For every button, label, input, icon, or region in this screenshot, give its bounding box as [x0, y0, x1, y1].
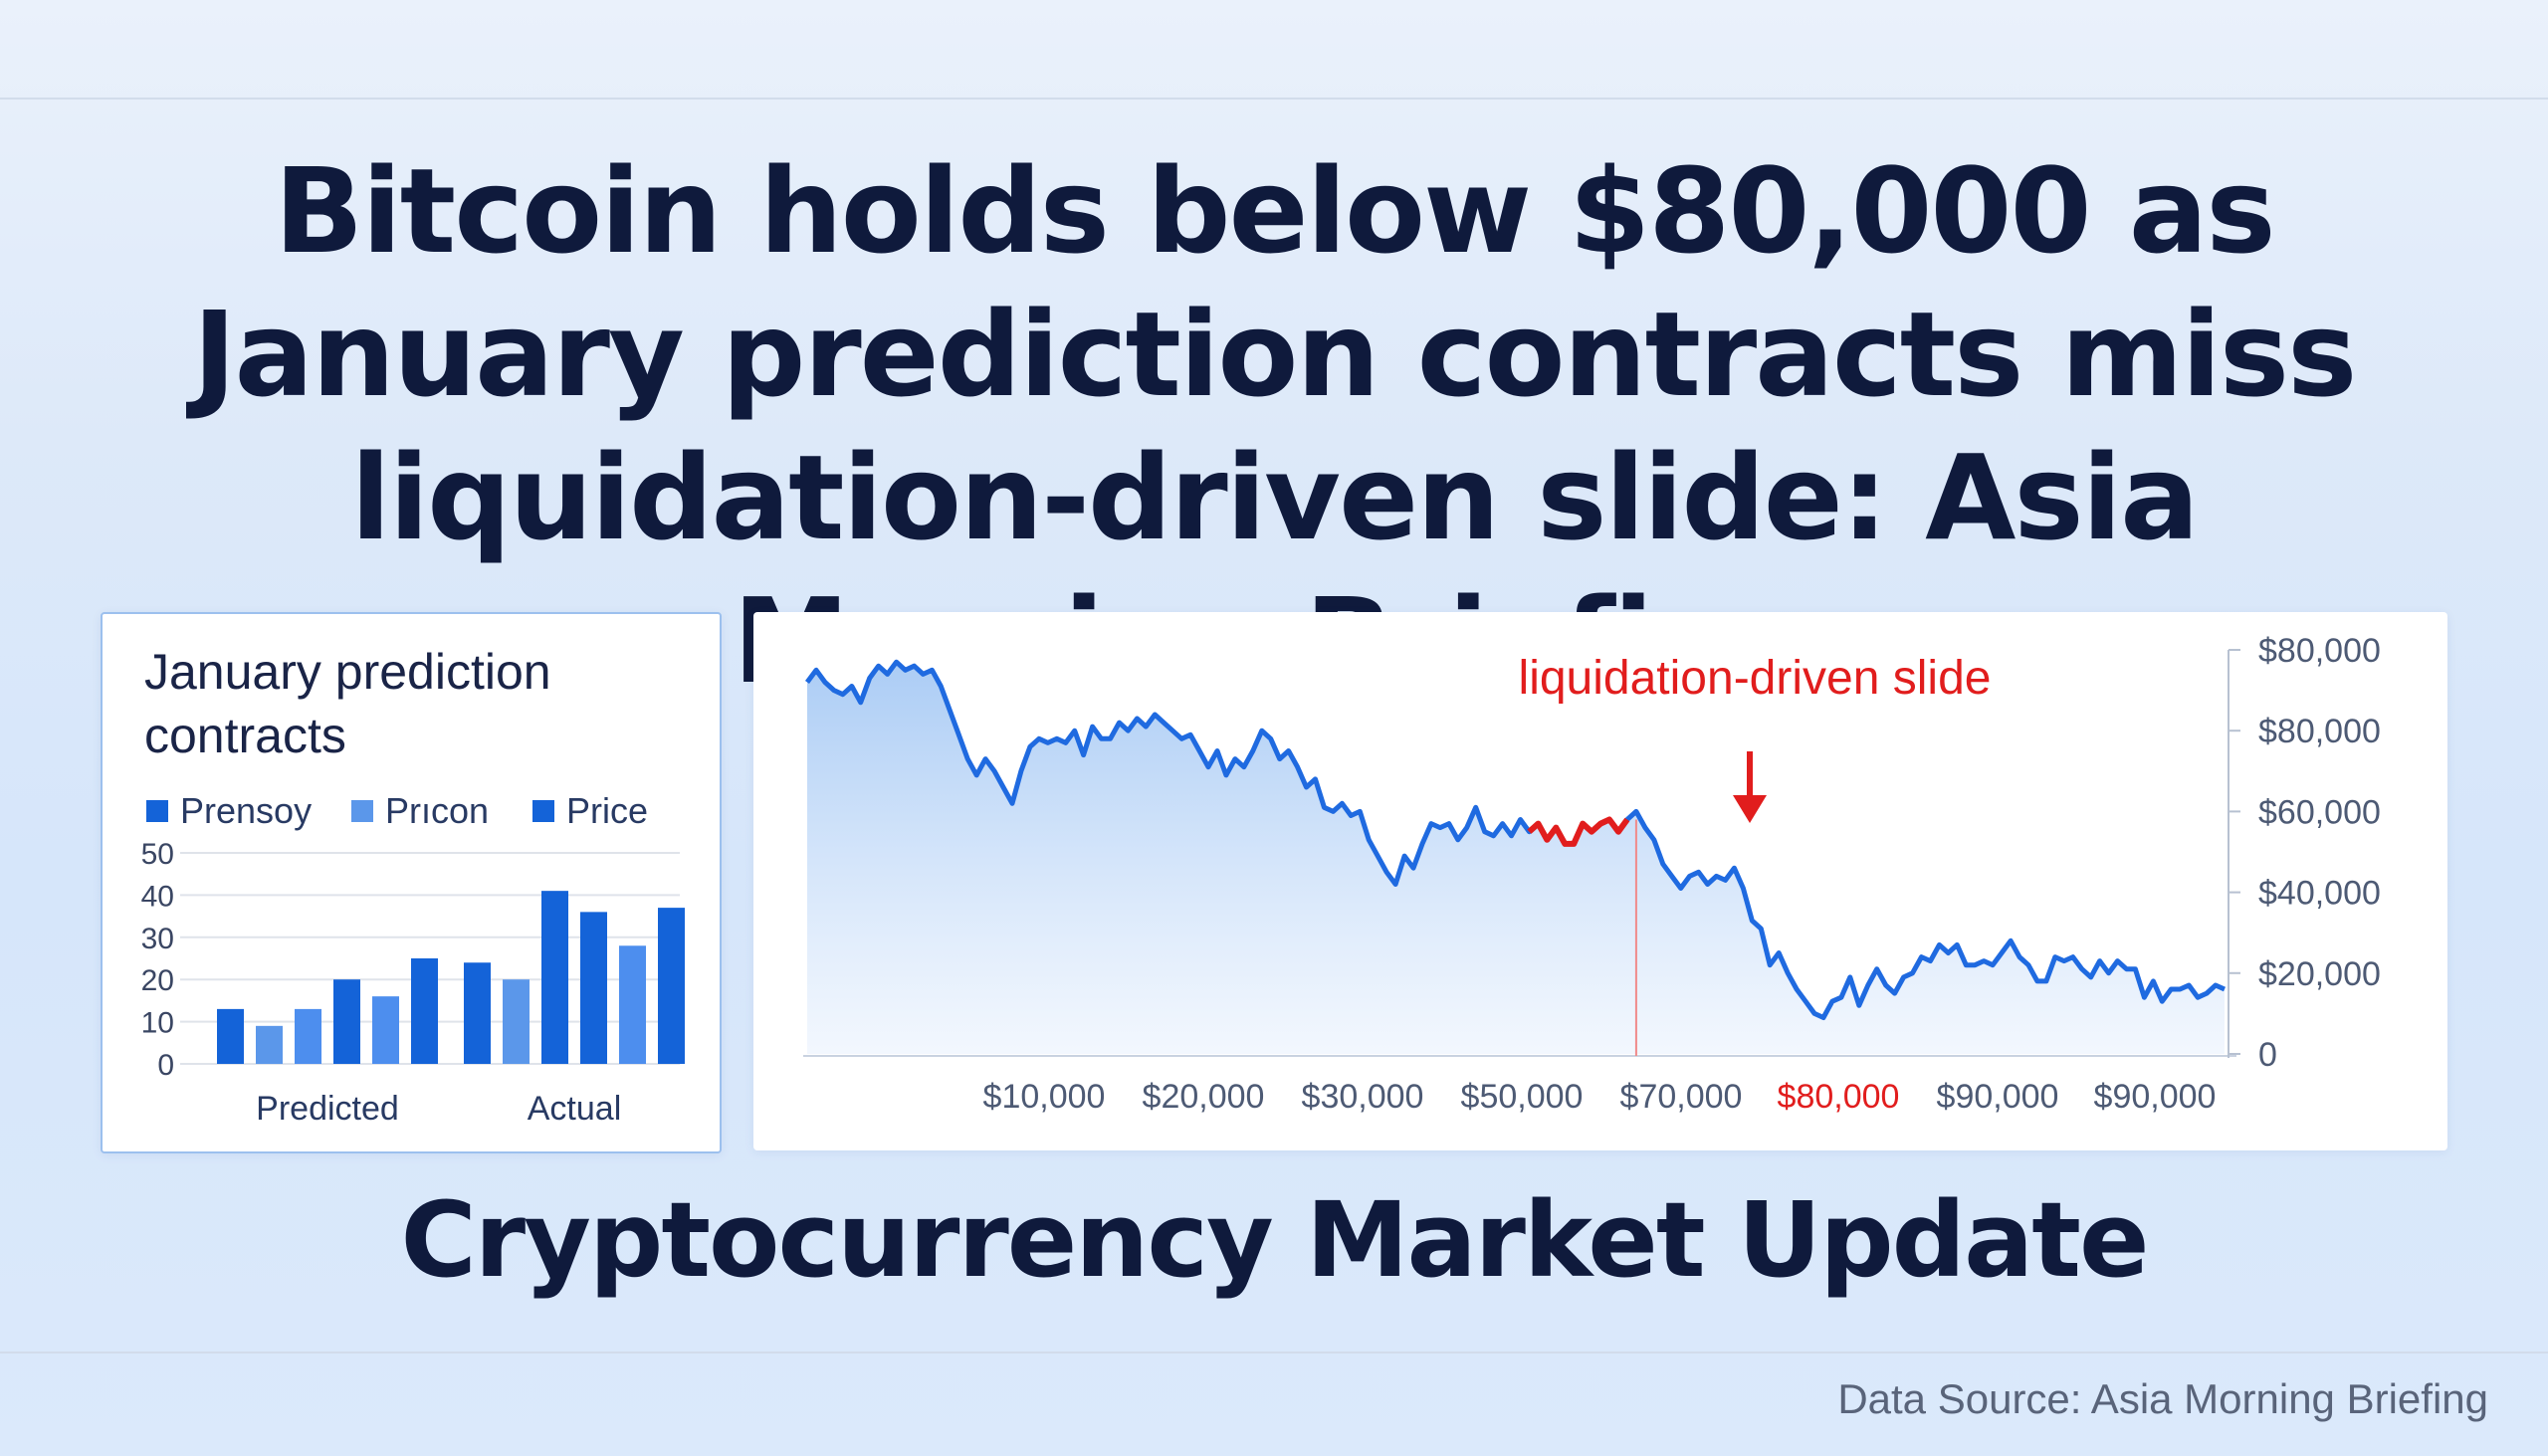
y-tick-label: $80,000 — [2258, 713, 2381, 750]
x-tick-label: $10,000 — [983, 1078, 1106, 1116]
bottom-divider — [0, 1352, 2548, 1353]
y-tick-label: 20 — [141, 964, 174, 997]
bar — [619, 945, 646, 1064]
x-tick-label: $90,000 — [1937, 1078, 2059, 1116]
bar — [372, 996, 399, 1064]
bar-chart-card: January prediction contracts Prensoy Prı… — [101, 612, 722, 1153]
legend-swatch-icon — [351, 800, 373, 822]
y-tick-label: $80,000 — [2258, 632, 2381, 670]
bar — [411, 958, 438, 1064]
legend-swatch-icon — [146, 800, 168, 822]
line-chart-card: liquidation-driven slide $80,000 $80,000 $6… — [753, 612, 2447, 1150]
bar-chart-title: January prediction contracts — [144, 644, 551, 763]
line-chart: liquidation-driven slide $80,000 $80,000 $6… — [803, 632, 2381, 1116]
headline: Bitcoin holds below $80,000 as January p… — [192, 142, 2358, 710]
y-tick-label: 30 — [141, 923, 174, 955]
x-tick-label: $90,000 — [2094, 1078, 2217, 1116]
y-tick-label: $40,000 — [2258, 875, 2381, 913]
bar — [256, 1025, 283, 1064]
y-tick-label: $60,000 — [2258, 793, 2381, 831]
x-tick-label: $30,000 — [1302, 1078, 1424, 1116]
bar — [217, 1008, 244, 1064]
bar — [464, 962, 491, 1064]
slide-segment — [1527, 816, 1630, 847]
x-tick-label: $70,000 — [1620, 1078, 1743, 1116]
arrow-down-icon — [1733, 795, 1767, 823]
bar — [503, 979, 530, 1064]
y-tick-label: 10 — [141, 1007, 174, 1040]
bar — [295, 1008, 321, 1064]
data-source-note: Data Source: Asia Morning Briefing — [1837, 1375, 2488, 1422]
subtitle: Cryptocurrency Market Update — [400, 1179, 2149, 1301]
top-divider — [0, 98, 2548, 100]
x-tick-label: $80,000 — [1778, 1078, 1900, 1116]
x-category-label: Actual — [528, 1090, 622, 1128]
x-category-label: Predicted — [256, 1090, 399, 1128]
legend-item: Price — [532, 790, 649, 831]
legend-item: Prensoy — [146, 790, 313, 831]
bar — [541, 891, 568, 1064]
legend-item: Prıcon — [351, 790, 490, 831]
bar-chart: 0 10 20 30 40 50 Predicted Actual — [141, 838, 685, 1128]
annotation-label: liquidation-driven slide — [1519, 652, 1992, 705]
y-tick-label: 40 — [141, 880, 174, 913]
y-tick-label: 50 — [141, 838, 174, 871]
legend-label: Prensoy — [180, 790, 313, 831]
y-tick-label: $20,000 — [2258, 955, 2381, 993]
y-tick-label: 0 — [157, 1049, 174, 1082]
x-tick-label: $20,000 — [1143, 1078, 1265, 1116]
price-line — [804, 659, 2227, 1020]
legend-label: Prıcon — [385, 790, 490, 831]
legend-label: Price — [566, 790, 649, 831]
area-fill — [807, 662, 2225, 1054]
y-tick-label: 0 — [2258, 1036, 2277, 1074]
x-tick-label: $50,000 — [1461, 1078, 1584, 1116]
bar — [333, 979, 360, 1064]
legend-swatch-icon — [532, 800, 554, 822]
bar — [658, 908, 685, 1064]
bar — [580, 912, 607, 1064]
